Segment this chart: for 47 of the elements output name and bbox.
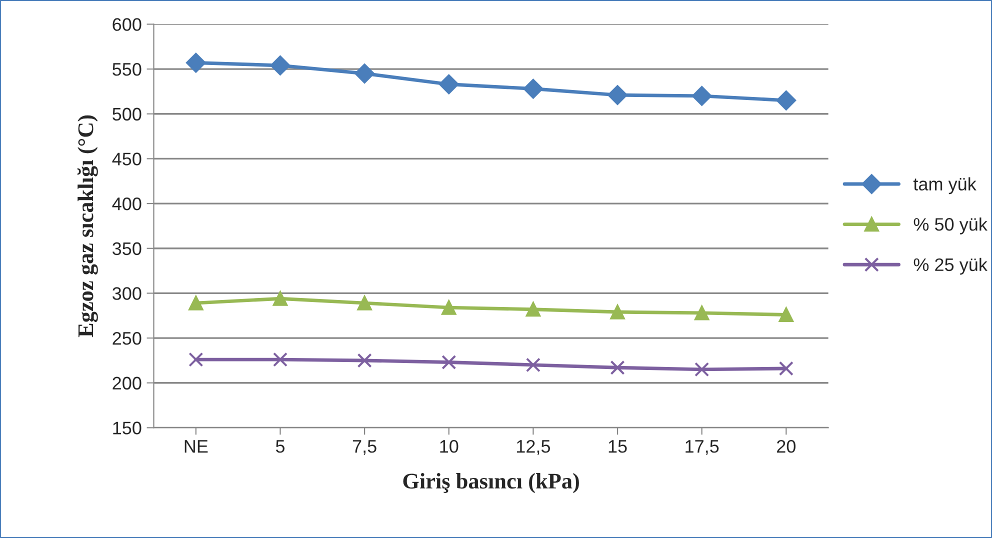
y-tick-label: 250	[112, 332, 142, 345]
y-tick-label: 400	[112, 197, 142, 210]
point	[526, 358, 540, 372]
point	[357, 353, 372, 368]
x-tick-label: NE	[184, 440, 208, 453]
point	[442, 354, 456, 370]
x-tick-label: 10	[440, 440, 458, 453]
y-axis-title: Egzoz gaz sıcaklığı (°C)	[77, 115, 98, 338]
x-tick-label: 20	[777, 440, 796, 453]
point	[442, 300, 456, 315]
point	[188, 296, 204, 310]
point	[694, 362, 710, 377]
y-tick-label: 450	[112, 152, 142, 166]
point	[357, 296, 372, 310]
point	[692, 86, 712, 106]
x-tick-label: 17,5	[686, 440, 719, 455]
legend-label: tam yük	[913, 177, 976, 194]
y-tick-label: 500	[112, 108, 142, 121]
point	[523, 78, 544, 99]
point	[778, 361, 794, 376]
y-tick-label: 350	[112, 242, 142, 256]
point	[526, 302, 540, 317]
x-axis-title: Giriş basıncı (kPa)	[403, 473, 579, 494]
point	[272, 352, 288, 367]
point	[610, 304, 625, 320]
point	[188, 352, 204, 367]
point	[354, 64, 374, 84]
y-tick-label: 300	[112, 287, 142, 300]
point	[272, 291, 288, 306]
y-tick-label: 200	[112, 376, 142, 390]
point	[776, 90, 796, 110]
x-tick-label: 7,5	[352, 440, 376, 455]
point	[186, 52, 206, 73]
point	[270, 56, 290, 76]
x-tick-label: 5	[276, 440, 285, 453]
x-tick-label: 12,5	[517, 440, 550, 455]
legend-label: % 50 yük	[914, 218, 988, 234]
point	[610, 360, 625, 375]
point	[438, 74, 459, 94]
legend-label: % 25 yük	[914, 258, 988, 275]
y-tick-label: 150	[113, 422, 142, 434]
point	[608, 85, 628, 105]
y-tick-label: 600	[112, 18, 142, 31]
point	[778, 307, 794, 322]
x-tick-label: 15	[608, 440, 627, 453]
point	[694, 306, 710, 320]
y-tick-label: 550	[112, 62, 142, 76]
